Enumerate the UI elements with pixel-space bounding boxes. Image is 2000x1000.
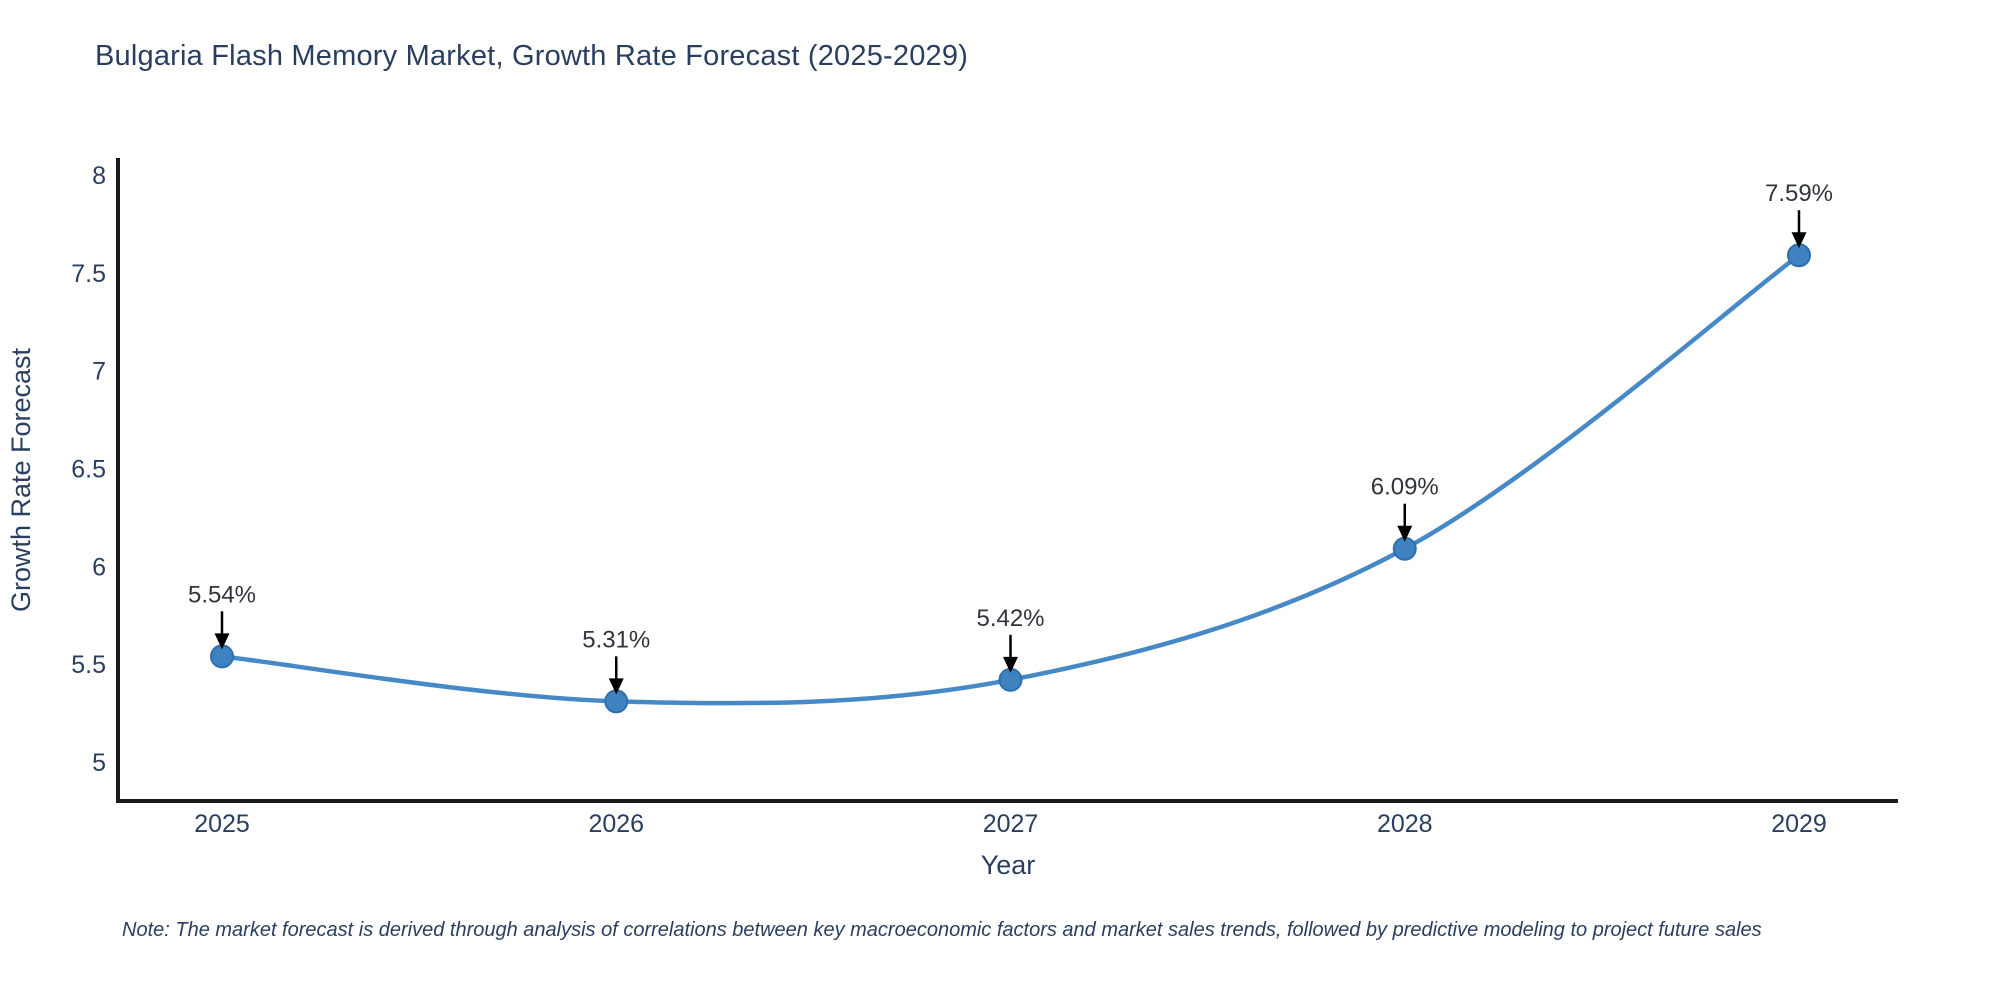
y-tick-label: 8 — [92, 162, 106, 190]
x-tick-label: 2029 — [1771, 810, 1827, 838]
y-axis-title: Growth Rate Forecast — [6, 347, 36, 612]
y-tick-label: 7 — [92, 358, 106, 386]
annotation-arrowhead — [214, 633, 230, 650]
y-tick-label: 7.5 — [71, 260, 106, 288]
chart-title: Bulgaria Flash Memory Market, Growth Rat… — [95, 40, 969, 72]
annotation-label: 6.09% — [1371, 474, 1439, 501]
footnote: Note: The market forecast is derived thr… — [122, 919, 1762, 941]
annotation-label: 7.59% — [1765, 180, 1833, 207]
series-line — [219, 252, 1802, 706]
annotation-label: 5.42% — [976, 605, 1044, 632]
annotation-label: 5.31% — [582, 626, 650, 653]
annotation-arrowhead — [1003, 656, 1018, 673]
x-tick-label: 2025 — [194, 810, 250, 838]
y-tick-label: 5.5 — [71, 651, 106, 679]
y-tick-label: 5 — [92, 749, 106, 777]
annotation-arrowhead — [1397, 525, 1413, 542]
x-axis-title: Year — [981, 850, 1036, 880]
x-tick-label: 2026 — [588, 810, 644, 838]
annotation-arrowhead — [608, 678, 624, 695]
annotation-arrowhead — [1791, 232, 1807, 249]
annotation-label: 5.54% — [188, 581, 256, 608]
y-tick-label: 6 — [92, 553, 106, 581]
y-tick-label: 6.5 — [71, 455, 106, 483]
x-tick-label: 2027 — [983, 810, 1039, 838]
x-tick-label: 2028 — [1377, 810, 1433, 838]
